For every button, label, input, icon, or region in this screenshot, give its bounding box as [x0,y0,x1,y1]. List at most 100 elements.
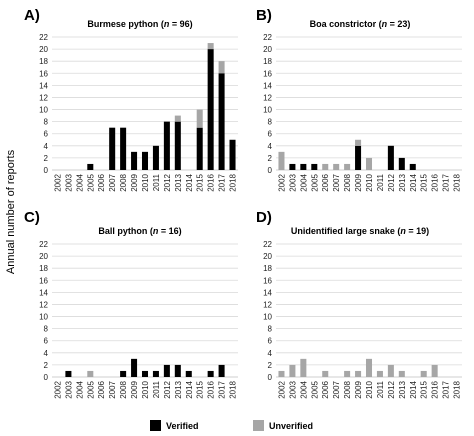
x-tick-label: 2012 [163,173,172,191]
panel-title-n-italic: n [382,19,388,29]
bar-verified-2015 [196,127,203,170]
bar-verified-2016 [207,370,214,377]
x-tick-label: 2017 [442,173,451,191]
x-tick-label: 2014 [409,173,418,191]
legend-label-unverified: Unverified [269,421,313,431]
bar-unverified-2004 [300,358,307,377]
x-tick-label: 2009 [354,173,363,191]
x-tick-label: 2009 [130,380,139,398]
bar-verified-2011 [152,370,159,377]
y-tick-label: 16 [39,276,48,285]
x-tick-label: 2006 [321,173,330,191]
panel-letter: B) [256,7,272,24]
x-tick-label: 2017 [442,380,451,398]
bar-verified-2005 [311,163,318,170]
bar-unverified-2011 [376,370,383,377]
x-tick-label: 2008 [343,380,352,398]
x-tick-label: 2007 [332,173,341,191]
y-axis-label: Annual number of reports [5,149,17,274]
y-tick-label: 6 [44,130,49,139]
bar-unverified-2008 [344,370,351,377]
y-tick-label: 0 [44,373,49,382]
x-tick-label: 2004 [75,173,84,191]
panel-title: Ball python (n = 16) [98,226,181,236]
bar-verified-2017 [218,73,225,170]
bar-unverified-2015 [420,370,427,377]
x-tick-label: 2013 [174,173,183,191]
panel-title-n: ( [379,19,382,29]
bar-unverified-2006 [322,163,329,170]
x-tick-label: 2010 [141,173,150,191]
x-tick-label: 2002 [53,380,62,398]
x-tick-label: 2009 [354,380,363,398]
bar-verified-2018 [229,139,236,170]
panel-b: B) Boa constrictor (n = 23) 0 2 4 6 8 10 12 14 16 1… [256,7,462,192]
bar-unverified-2009 [355,370,362,377]
x-tick-label: 2016 [431,380,440,398]
x-tick-label: 2018 [453,173,462,191]
x-tick-label: 2018 [229,173,238,191]
x-tick-label: 2003 [64,380,73,398]
y-tick-label: 12 [263,300,272,309]
x-tick-label: 2015 [196,173,205,191]
y-tick-label: 10 [263,313,272,322]
x-tick-label: 2014 [409,380,418,398]
y-tick-label: 12 [39,93,48,102]
x-tick-label: 2017 [218,173,227,191]
y-tick-label: 2 [268,361,273,370]
x-tick-label: 2002 [53,173,62,191]
panel-title-n-value: = 23) [387,19,410,29]
y-tick-label: 4 [268,349,273,358]
bar-verified-2009 [355,145,362,170]
y-tick-label: 14 [39,81,48,90]
bar-verified-2017 [218,364,225,377]
bar-verified-2012 [163,364,170,377]
bar-verified-2014 [185,370,192,377]
bar-verified-2008 [120,370,127,377]
legend: Verified Unverified [150,420,313,431]
x-tick-label: 2018 [229,380,238,398]
panel-title-n-italic: n [153,226,159,236]
x-tick-label: 2008 [119,173,128,191]
y-tick-label: 20 [39,252,48,261]
x-tick-label: 2002 [277,380,286,398]
bar-verified-2011 [152,145,159,170]
y-tick-label: 20 [263,45,272,54]
panel-title-species: Unidentified large snake [291,226,398,236]
x-tick-label: 2016 [207,173,216,191]
panel-title-species: Ball python [98,226,150,236]
bar-verified-2005 [87,163,94,170]
y-tick-label: 12 [263,93,272,102]
y-tick-label: 4 [268,142,273,151]
x-tick-label: 2002 [277,173,286,191]
panel-title: Unidentified large snake (n = 19) [291,226,429,236]
x-tick-label: 2014 [185,173,194,191]
y-tick-label: 0 [44,166,49,175]
x-tick-label: 2003 [288,380,297,398]
bar-verified-2003 [289,163,296,170]
y-tick-label: 6 [268,130,273,139]
y-tick-label: 18 [263,57,272,66]
x-tick-label: 2005 [310,380,319,398]
x-tick-label: 2013 [174,380,183,398]
y-tick-label: 6 [44,337,49,346]
bar-unverified-2012 [387,364,394,377]
x-tick-label: 2010 [365,173,374,191]
y-tick-label: 0 [268,373,273,382]
bar-verified-2013 [174,364,181,377]
bar-unverified-2015 [196,109,203,128]
y-tick-label: 18 [39,57,48,66]
y-tick-label: 10 [263,106,272,115]
bar-unverified-2010 [365,157,373,170]
x-tick-label: 2018 [453,380,462,398]
y-tick-label: 2 [268,154,273,163]
x-tick-label: 2011 [376,380,385,398]
x-tick-label: 2012 [387,173,396,191]
x-tick-label: 2012 [387,380,396,398]
bar-unverified-2005 [87,370,94,377]
bar-verified-2004 [300,163,307,170]
y-tick-label: 10 [39,106,48,115]
y-tick-label: 8 [44,325,49,334]
y-tick-label: 10 [39,313,48,322]
